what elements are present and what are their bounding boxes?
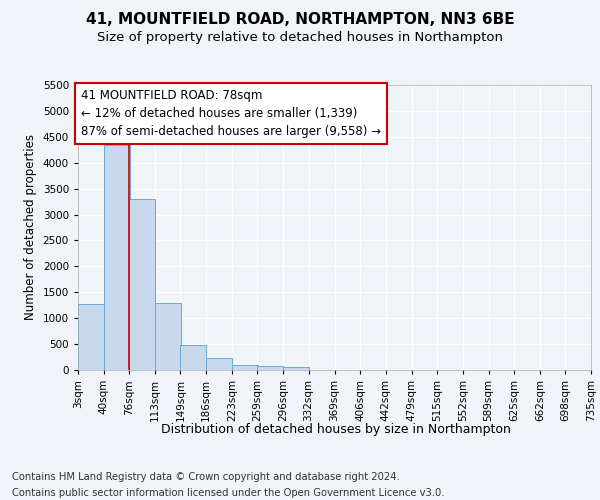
Bar — [155, 302, 181, 370]
Text: Distribution of detached houses by size in Northampton: Distribution of detached houses by size … — [161, 422, 511, 436]
Y-axis label: Number of detached properties: Number of detached properties — [24, 134, 37, 320]
Bar — [78, 304, 104, 370]
Bar — [181, 345, 206, 370]
Bar — [104, 144, 130, 370]
Bar — [232, 365, 258, 370]
Text: 41, MOUNTFIELD ROAD, NORTHAMPTON, NN3 6BE: 41, MOUNTFIELD ROAD, NORTHAMPTON, NN3 6B… — [86, 12, 514, 28]
Bar — [283, 368, 309, 370]
Text: Size of property relative to detached houses in Northampton: Size of property relative to detached ho… — [97, 31, 503, 44]
Text: 41 MOUNTFIELD ROAD: 78sqm
← 12% of detached houses are smaller (1,339)
87% of se: 41 MOUNTFIELD ROAD: 78sqm ← 12% of detac… — [81, 88, 381, 138]
Bar — [257, 366, 283, 370]
Text: Contains public sector information licensed under the Open Government Licence v3: Contains public sector information licen… — [12, 488, 445, 498]
Text: Contains HM Land Registry data © Crown copyright and database right 2024.: Contains HM Land Registry data © Crown c… — [12, 472, 400, 482]
Bar — [129, 199, 155, 370]
Bar — [206, 358, 232, 370]
